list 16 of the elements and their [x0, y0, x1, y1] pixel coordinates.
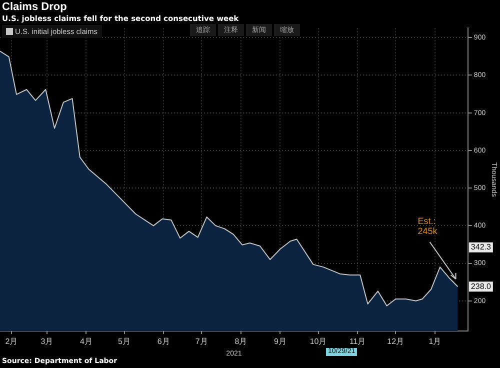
x-tick-label: 7月 [195, 337, 208, 346]
x-tick-label: 4月 [80, 337, 92, 346]
x-tick-label: 2月 [5, 337, 18, 346]
x-tick-label: 12月 [387, 337, 404, 346]
x-tick-label: 1月 [428, 337, 442, 346]
x-tick-label: 5月 [118, 337, 130, 346]
annotation: 238.0 [470, 282, 492, 291]
x-tick-label: 9月 [274, 337, 286, 346]
x-tick-label: 3月 [40, 337, 54, 346]
annotation: 342.3 [470, 242, 492, 252]
chart-title: Claims Drop [2, 1, 67, 13]
x-tick-label: 11月 [349, 337, 366, 346]
x-tick-label: 10月 [310, 337, 327, 346]
x-tick-label: 6月 [157, 337, 170, 346]
annotation: Est.: 245k [418, 216, 438, 236]
x-tick-label: 8月 [234, 337, 248, 346]
